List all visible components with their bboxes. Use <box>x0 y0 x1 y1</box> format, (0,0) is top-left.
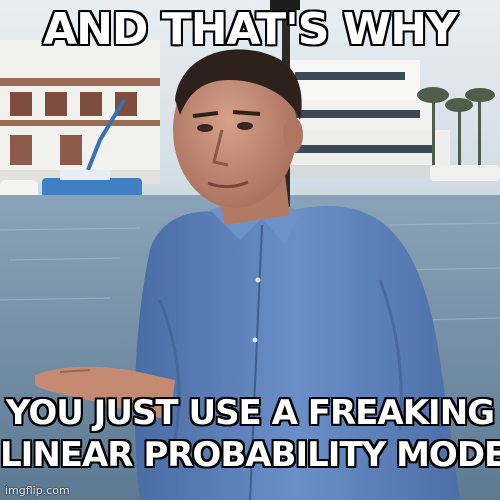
palm-trees <box>417 87 495 170</box>
bottom-caption-line-1: YOU JUST USE A FREAKING <box>5 393 495 433</box>
bottom-caption: YOU JUST USE A FREAKING LINEAR PROBABILI… <box>0 392 500 476</box>
imgflip-watermark: imgflip.com <box>5 484 70 497</box>
bottom-caption-line-2: LINEAR PROBABILITY MODEL <box>0 435 500 475</box>
blue-shirt <box>134 205 460 500</box>
hair <box>175 49 302 120</box>
gesturing-hand <box>35 366 175 420</box>
ferry-boat <box>280 60 450 177</box>
man <box>35 49 460 500</box>
waterfront-building <box>0 40 160 184</box>
small-boats <box>0 165 500 202</box>
top-caption-line: AND THAT'S WHY <box>43 4 458 55</box>
top-caption: AND THAT'S WHY <box>0 4 500 56</box>
head <box>173 52 297 208</box>
water-ripples <box>0 222 500 321</box>
